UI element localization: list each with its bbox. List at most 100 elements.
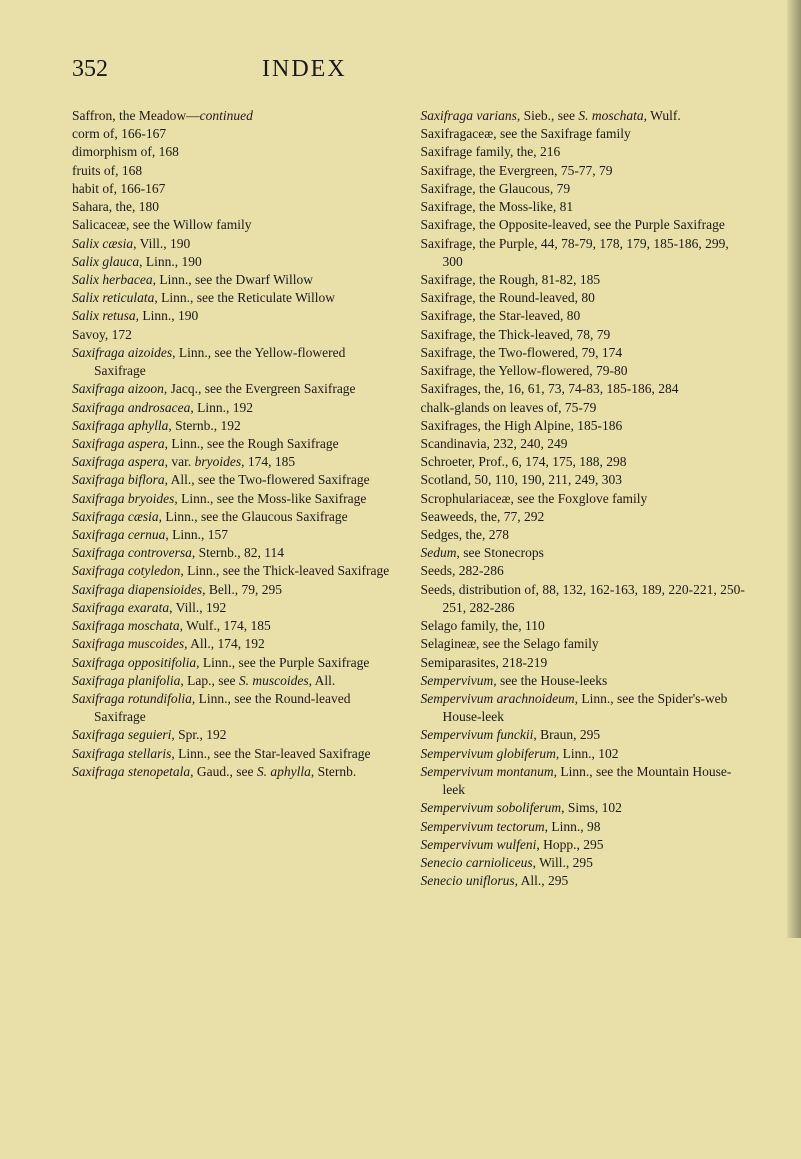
italic-term: Saxifraga aphylla xyxy=(72,418,168,433)
italic-term: Senecio carnioliceus xyxy=(421,855,533,870)
italic-term: Saxifraga cæsia xyxy=(72,509,159,524)
italic-term: S. muscoides xyxy=(239,673,309,688)
index-entry: Sempervivum, see the House-leeks xyxy=(421,672,746,690)
italic-term: Saxifraga aspera xyxy=(72,436,165,451)
index-entry: Saxifraga aizoides, Linn., see the Yello… xyxy=(72,344,397,380)
index-entry: Sedges, the, 278 xyxy=(421,526,746,544)
index-entry: Saxifraga cernua, Linn., 157 xyxy=(72,526,397,544)
italic-term: Saxifraga rotundifolia xyxy=(72,691,192,706)
index-entry: Sempervivum montanum, Linn., see the Mou… xyxy=(421,763,746,799)
index-entry: Senecio carnioliceus, Will., 295 xyxy=(421,854,746,872)
index-entry: Saxifraga diapensioides, Bell., 79, 295 xyxy=(72,581,397,599)
index-entry: Saxifraga aspera, Linn., see the Rough S… xyxy=(72,435,397,453)
italic-term: Saxifraga bryoides xyxy=(72,491,174,506)
index-entry: Senecio uniflorus, All., 295 xyxy=(421,872,746,890)
italic-term: Salix cæsia xyxy=(72,236,133,251)
index-entry: Saxifraga aizoon, Jacq., see the Evergre… xyxy=(72,380,397,398)
italic-term: continued xyxy=(200,108,253,123)
index-entry: Saxifrage, the Moss-like, 81 xyxy=(421,198,746,216)
index-entry: Seeds, 282-286 xyxy=(421,562,746,580)
index-entry: Scotland, 50, 110, 190, 211, 249, 303 xyxy=(421,471,746,489)
index-entry: Saxifraga rotundifolia, Linn., see the R… xyxy=(72,690,397,726)
index-entry: Salix reticulata, Linn., see the Reticul… xyxy=(72,289,397,307)
italic-term: Saxifraga controversa xyxy=(72,545,192,560)
index-entry: Saxifraga seguieri, Spr., 192 xyxy=(72,726,397,744)
index-entry: Sempervivum wulfeni, Hopp., 295 xyxy=(421,836,746,854)
index-entry: Semiparasites, 218-219 xyxy=(421,654,746,672)
index-entry: Sempervivum arachnoideum, Linn., see the… xyxy=(421,690,746,726)
italic-term: Salix glauca xyxy=(72,254,139,269)
index-entry: Seaweeds, the, 77, 292 xyxy=(421,508,746,526)
page-title: INDEX xyxy=(262,56,347,83)
index-entry: Saxifraga biflora, All., see the Two-flo… xyxy=(72,471,397,489)
italic-term: Sempervivum funckii xyxy=(421,727,534,742)
index-entry: dimorphism of, 168 xyxy=(72,143,397,161)
italic-term: bryoides xyxy=(195,454,242,469)
index-entry: Saxifraga planifolia, Lap., see S. musco… xyxy=(72,672,397,690)
index-entry: chalk-glands on leaves of, 75-79 xyxy=(421,399,746,417)
italic-term: Sempervivum xyxy=(421,673,494,688)
index-entry: Salix retusa, Linn., 190 xyxy=(72,307,397,325)
italic-term: Salix retusa xyxy=(72,308,136,323)
index-entry: Saxifrage, the Round-leaved, 80 xyxy=(421,289,746,307)
index-entry: Selagineæ, see the Selago family xyxy=(421,635,746,653)
index-entry: Saxifrage, the Purple, 44, 78-79, 178, 1… xyxy=(421,235,746,271)
page-edge-shadow xyxy=(787,0,801,938)
index-entry: Saxifrage, the Glaucous, 79 xyxy=(421,180,746,198)
italic-term: S. moschata xyxy=(578,108,643,123)
index-entry: Scandinavia, 232, 240, 249 xyxy=(421,435,746,453)
italic-term: Saxifraga stenopetala xyxy=(72,764,190,779)
italic-term: Salix reticulata xyxy=(72,290,154,305)
italic-term: Senecio uniflorus xyxy=(421,873,515,888)
index-entry: Saxifraga aphylla, Sternb., 192 xyxy=(72,417,397,435)
italic-term: Saxifraga moschata xyxy=(72,618,180,633)
italic-term: Saxifraga androsacea xyxy=(72,400,190,415)
italic-term: Saxifraga biflora xyxy=(72,472,165,487)
index-entry: Saxifrage, the Star-leaved, 80 xyxy=(421,307,746,325)
index-entry: Saxifraga cæsia, Linn., see the Glaucous… xyxy=(72,508,397,526)
index-entry: Seeds, distribution of, 88, 132, 162-163… xyxy=(421,581,746,617)
italic-term: S. aphylla xyxy=(257,764,311,779)
italic-term: Salix herbacea xyxy=(72,272,153,287)
italic-term: Saxifraga cotyledon xyxy=(72,563,180,578)
index-entry: Schroeter, Prof., 6, 174, 175, 188, 298 xyxy=(421,453,746,471)
index-entry: Saxifrages, the High Alpine, 185-186 xyxy=(421,417,746,435)
index-entry: Saxifrage, the Evergreen, 75-77, 79 xyxy=(421,162,746,180)
italic-term: Saxifraga muscoides xyxy=(72,636,184,651)
index-entry: Salix glauca, Linn., 190 xyxy=(72,253,397,271)
index-entry: Saxifragaceæ, see the Saxifrage family xyxy=(421,125,746,143)
index-entry: Saxifrage family, the, 216 xyxy=(421,143,746,161)
index-entry: Saxifraga exarata, Vill., 192 xyxy=(72,599,397,617)
italic-term: Saxifraga diapensioides xyxy=(72,582,202,597)
index-entry: Salicaceæ, see the Willow family xyxy=(72,216,397,234)
index-entry: Saxifrages, the, 16, 61, 73, 74-83, 185-… xyxy=(421,380,746,398)
italic-term: Saxifraga aspera xyxy=(72,454,165,469)
index-entry: corm of, 166-167 xyxy=(72,125,397,143)
italic-term: Sempervivum globiferum xyxy=(421,746,556,761)
index-entry: Saxifraga muscoides, All., 174, 192 xyxy=(72,635,397,653)
index-entry: Savoy, 172 xyxy=(72,326,397,344)
italic-term: Sempervivum tectorum xyxy=(421,819,545,834)
index-entry: Sedum, see Stonecrops xyxy=(421,544,746,562)
index-entry: Saxifraga varians, Sieb., see S. moschat… xyxy=(421,107,746,125)
page-header: 352 INDEX xyxy=(72,56,745,83)
index-entry: Salix cæsia, Vill., 190 xyxy=(72,235,397,253)
italic-term: Sempervivum wulfeni xyxy=(421,837,537,852)
index-entry: Saxifrage, the Rough, 81-82, 185 xyxy=(421,271,746,289)
index-entry: Saxifraga stellaris, Linn., see the Star… xyxy=(72,745,397,763)
index-entry: habit of, 166-167 xyxy=(72,180,397,198)
index-entry: Scrophulariaceæ, see the Foxglove family xyxy=(421,490,746,508)
index-entry: Saxifraga bryoides, Linn., see the Moss-… xyxy=(72,490,397,508)
index-entry: Saxifraga androsacea, Linn., 192 xyxy=(72,399,397,417)
index-entry: Saxifrage, the Opposite-leaved, see the … xyxy=(421,216,746,234)
italic-term: Saxifraga varians xyxy=(421,108,517,123)
italic-term: Saxifraga aizoides xyxy=(72,345,172,360)
index-entry: Selago family, the, 110 xyxy=(421,617,746,635)
italic-term: Saxifraga seguieri xyxy=(72,727,171,742)
index-entry: Saffron, the Meadow—continued xyxy=(72,107,397,125)
index-entry: Salix herbacea, Linn., see the Dwarf Wil… xyxy=(72,271,397,289)
index-entry: Saxifrage, the Thick-leaved, 78, 79 xyxy=(421,326,746,344)
index-entry: Sempervivum tectorum, Linn., 98 xyxy=(421,818,746,836)
italic-term: Saxifraga exarata xyxy=(72,600,169,615)
index-entry: Saxifraga controversa, Sternb., 82, 114 xyxy=(72,544,397,562)
